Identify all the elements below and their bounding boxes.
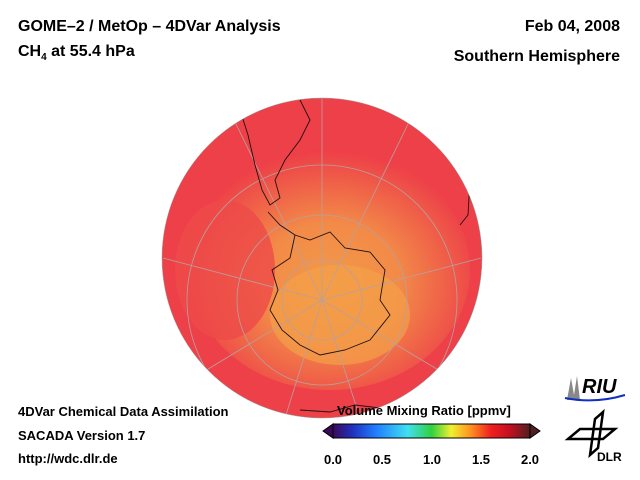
colorbar-tick: 2.0 (520, 452, 540, 467)
footer-line-2: SACADA Version 1.7 (18, 428, 146, 443)
colorbar-tick: 1.0 (422, 452, 442, 467)
riu-logo-text: RIU (582, 376, 617, 398)
colorbar-tick: 1.5 (471, 452, 491, 467)
date-label: Feb 04, 2008 (524, 18, 620, 35)
map-title: GOME–2 / MetOp – 4DVar Analysis (18, 18, 281, 35)
species-label: CH4 at 55.4 hPa (18, 43, 135, 63)
colorbar (322, 423, 541, 439)
colorbar-tick: 0.0 (323, 452, 343, 467)
riu-logo (564, 376, 626, 402)
dlr-logo (564, 408, 619, 459)
globe (162, 98, 482, 418)
colorbar-tick: 0.5 (372, 452, 392, 467)
graticule (162, 98, 482, 418)
footer-url[interactable]: http://wdc.dlr.de (18, 451, 118, 466)
region-label: Southern Hemisphere (453, 48, 620, 65)
pressure-level: at 55.4 hPa (46, 43, 135, 60)
species: CH (18, 43, 42, 60)
colorbar-title: Volume Mixing Ratio [ppmv] (337, 403, 511, 418)
dlr-logo-text: DLR (597, 450, 622, 464)
species-subscript: 4 (41, 52, 47, 64)
footer-line-1: 4DVar Chemical Data Assimilation (18, 404, 229, 419)
coastlines (239, 99, 471, 413)
